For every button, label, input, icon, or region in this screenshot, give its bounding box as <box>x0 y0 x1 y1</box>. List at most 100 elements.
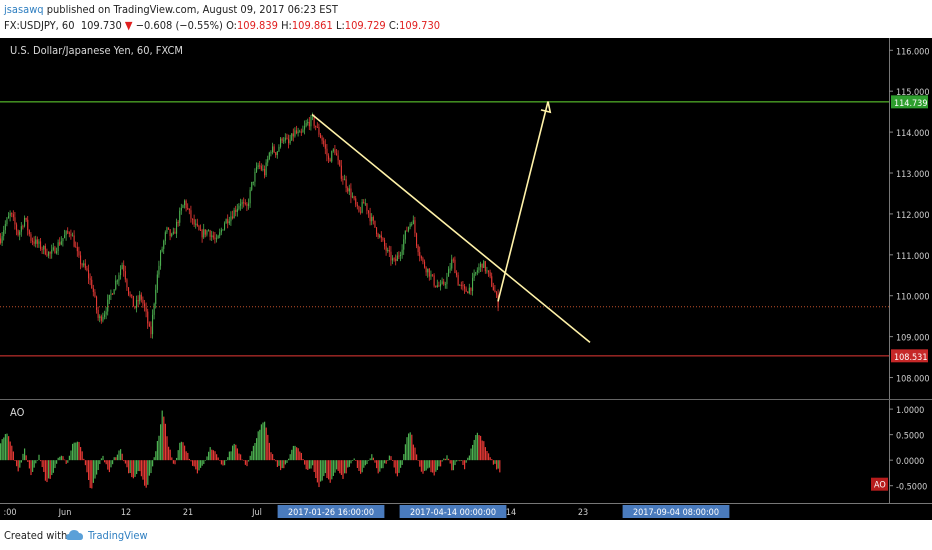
candle-body <box>340 165 342 179</box>
candle-body <box>436 285 438 287</box>
time-tick-label: 21 <box>183 508 193 518</box>
ao-bar <box>299 451 301 461</box>
candle-body <box>331 151 333 162</box>
candle-body <box>28 230 30 235</box>
time-axis[interactable]: :00 Jun 12 21 Jul 2017-01-26 16:00:00 2017-04-… <box>3 505 730 518</box>
ao-bar <box>38 454 40 461</box>
ao-bar <box>308 460 310 469</box>
candle-body <box>105 311 107 315</box>
annotations-layer <box>0 101 889 357</box>
candle-body <box>83 263 85 266</box>
ao-bar <box>361 460 363 473</box>
projection-arrow[interactable] <box>497 101 549 302</box>
ao-bar <box>132 460 134 479</box>
candle-body <box>264 168 266 176</box>
ao-bar <box>144 460 146 486</box>
ao-bar <box>281 460 283 469</box>
candle-body <box>36 239 38 244</box>
ao-bar <box>40 460 42 462</box>
ao-bar <box>452 460 454 471</box>
ao-axis[interactable]: 1.0000 0.5000 0.0000 -0.5000 <box>889 406 927 493</box>
candle-body <box>243 202 245 204</box>
ao-bar <box>54 460 56 469</box>
candle-body <box>113 289 115 295</box>
candle-body <box>52 247 54 250</box>
ao-bar <box>443 458 445 461</box>
ao-bar <box>187 452 189 461</box>
candle-body <box>198 225 200 230</box>
author-link[interactable]: jsasawq <box>4 3 44 16</box>
candle-body <box>283 140 285 142</box>
ao-bar <box>382 460 384 469</box>
ao-bar <box>28 460 30 469</box>
ao-bar <box>457 460 459 461</box>
ao-bar <box>126 460 128 468</box>
ao-bar <box>81 451 83 461</box>
ao-bar <box>134 460 136 477</box>
ao-bar <box>22 453 24 461</box>
candle-body <box>323 140 325 145</box>
ao-bar <box>220 460 222 465</box>
candle-body <box>9 213 11 217</box>
ao-bar <box>460 460 462 461</box>
candle-body <box>225 219 227 224</box>
ao-bar <box>475 435 477 461</box>
ao-bar <box>57 457 59 461</box>
ao-bar <box>257 431 259 461</box>
candle-body <box>12 214 14 218</box>
ao-bar <box>254 442 256 461</box>
candle-body <box>347 187 349 192</box>
ao-bar <box>105 460 107 465</box>
candle-body <box>116 280 118 282</box>
candle-body <box>288 138 290 144</box>
ao-bar <box>129 460 131 474</box>
ao-bar <box>177 450 179 461</box>
candle-body <box>286 137 288 139</box>
ao-bar <box>14 460 16 461</box>
candle-body <box>24 217 26 227</box>
ao-bar <box>393 460 395 468</box>
candle-body <box>57 242 59 252</box>
time-tick-label: 2017-04-14 00:00:00 <box>410 508 496 518</box>
ao-bar <box>336 460 338 470</box>
ao-bar <box>268 442 270 461</box>
ao-bar <box>36 459 38 461</box>
price-axis[interactable]: 116.000 115.000 114.000 113.000 112.000 111.0… <box>889 47 929 385</box>
candle-body <box>196 223 198 226</box>
ao-bar <box>376 460 378 469</box>
ao-bar <box>484 447 486 461</box>
ao-bar <box>94 460 96 479</box>
time-crosshair-badge <box>622 505 730 518</box>
price-chart[interactable]: U.S. Dollar/Japanese Yen, 60, FXCM AO 11… <box>0 38 932 520</box>
candle-body <box>316 126 318 128</box>
candle-body <box>348 188 350 192</box>
trendline[interactable] <box>311 113 591 343</box>
candle-body <box>99 316 101 318</box>
ao-bar <box>444 458 446 461</box>
candle-body <box>339 160 341 166</box>
candle-body <box>329 159 331 162</box>
ao-bar <box>312 460 314 466</box>
candle-body <box>104 314 106 317</box>
candle-body <box>185 200 187 208</box>
candle-body <box>72 235 74 237</box>
candle-body <box>235 210 237 212</box>
ao-bar <box>465 460 467 463</box>
ao-bar <box>153 457 155 461</box>
ao-bar <box>436 460 438 470</box>
candle-body <box>353 196 355 199</box>
candle-body <box>369 213 371 222</box>
candle-body <box>390 251 392 261</box>
candle-body <box>324 144 326 149</box>
ao-bar <box>148 460 150 476</box>
ao-bar <box>248 460 250 462</box>
candle-body <box>446 276 448 285</box>
candle-body <box>108 294 110 300</box>
ao-bar <box>355 460 357 461</box>
ao-bar <box>67 460 69 463</box>
open-value: 109.839 <box>237 19 278 32</box>
ao-bar <box>102 455 104 461</box>
candle-body <box>284 137 286 141</box>
tradingview-link[interactable]: TradingView <box>88 529 148 542</box>
candle-body <box>491 276 493 287</box>
